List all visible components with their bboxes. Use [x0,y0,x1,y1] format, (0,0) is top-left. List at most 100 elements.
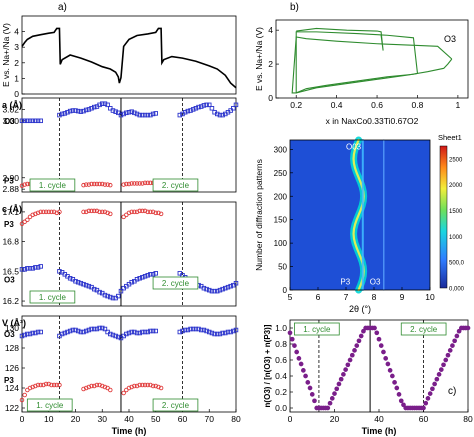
c-param-o3-point-19 [86,283,92,289]
fraction-point-17 [325,405,331,411]
a-param-o3-point-15 [75,108,81,114]
volume-o3-point-28 [110,332,116,338]
fraction-point-68 [438,367,444,372]
panel-label-c: c) [448,386,456,397]
a-param-p3-point-15 [81,182,86,188]
c-param-o3-point-15 [75,279,81,285]
volume-o3-point-44 [153,328,158,334]
profile-ytick-label-2: 4 [268,25,273,35]
a-param-o3-point-55 [204,102,209,108]
profile-curve-1 [295,31,419,94]
c-param-o3-point-31 [118,288,124,294]
a-param-o3-point-38 [137,112,142,118]
volume-o3-point-58 [212,331,217,337]
fraction-point-9 [307,385,313,391]
fraction-point-64 [430,386,435,392]
fraction-point-33 [361,328,366,334]
fraction-point-11 [312,398,317,404]
a-param-o3-point-61 [220,112,225,118]
colorbar-tick-label-0: 0,000 [449,287,465,293]
c-param-o3-point-41 [145,273,150,278]
volume-o3-point-29 [113,333,118,339]
c-param-o3-point-6 [35,265,41,270]
volume-p3-point-25 [108,387,113,393]
c-param-p3-point-30 [132,209,137,215]
fraction-cycle1-box [294,322,340,336]
volume-xtick-label-3: 30 [98,414,108,424]
volume-p3-point-9 [43,381,49,387]
c-param-o3-point-21 [91,286,97,292]
c-param-o3-point-16 [78,280,84,286]
c-param-p3-point-18 [89,208,94,214]
c-param-p3-point-38 [153,210,158,216]
c-param-o3-point-60 [217,287,223,293]
a-param-o3-point-29 [113,109,118,114]
volume-p3-point-12 [51,382,57,388]
colorbar-tick-label-4: 2000 [449,183,463,189]
c-param-o3-point-8 [57,269,62,274]
heatmap-frame [289,139,431,291]
volume-p3-point-10 [46,381,52,387]
fraction-cycle2: 2. cycle [410,325,438,334]
volume-o3-point-6 [35,329,41,335]
volume-o3-point-51 [193,326,199,332]
c-param-p3-point-37 [150,209,156,215]
fraction-point-21 [334,386,340,392]
fraction-point-29 [352,348,357,353]
c-param-p3-point-29 [129,209,134,215]
fraction-point-60 [421,405,426,411]
volume-o3-point-48 [185,327,191,333]
c-param-p3-point-36 [148,209,153,215]
fraction-point-10 [309,392,315,397]
a-param-o3-point-54 [201,103,207,108]
fraction-cycle2-box [400,322,447,336]
volume-o3-point-15 [75,328,81,334]
fraction-ytick-label-3: 0.6 [275,355,287,365]
volume-o3-point-42 [148,328,153,334]
fraction-point-75 [454,333,460,339]
volume-o3-point-4 [30,330,35,336]
fraction-cycle1: 1. cycle [303,325,331,334]
volume-p3-point-5 [33,383,38,389]
heatmap-ytick-label-4: 200 [274,192,288,201]
c-param-cycle1: 1. cycle [39,293,67,302]
volume-o3-point-27 [108,331,113,337]
fraction-point-39 [374,330,380,336]
a-param-o3-point-10 [62,111,68,116]
a-param-o3-point-52 [196,104,201,110]
fraction-point-27 [347,357,353,363]
c-param-o3-point-56 [206,287,212,293]
a-param-o3-point-9 [59,111,65,117]
c-param-o3-point-23 [97,289,102,295]
c-param-p3-point-24 [105,210,110,216]
c-param-ytick-label-0: 16.2 [2,296,19,306]
volume-cycle2: 2. cycle [162,401,190,410]
profile-xtick-label-1: 0.4 [331,100,343,110]
volume-o3-point-30 [116,334,121,340]
a-param-o3-point-49 [188,108,193,113]
fraction-point-18 [327,400,333,406]
heatmap-ytick-label-3: 150 [274,216,288,225]
fraction-ytick-label-5: 1.0 [275,323,287,333]
a-param-o3-point-56 [206,102,212,108]
a-param-p3-point-2 [25,181,30,187]
volume-p3-point-23 [102,384,108,390]
profile-xtick-label-2: 0.6 [371,100,383,110]
c-param-o3-point-0 [19,267,25,272]
a-param-o3-point-57 [209,106,215,111]
fraction-point-25 [343,367,348,372]
volume-o3-point-35 [129,329,134,335]
a-param-o3-point-35 [129,109,134,114]
a-param-p3-point-33 [140,181,145,186]
volume-o3-point-38 [137,330,142,336]
a-param-cycle1-box [29,178,76,192]
c-param-p3-point-9 [43,209,49,215]
fraction-point-63 [427,391,433,396]
c-param-o3-point-54 [201,285,207,291]
fraction-point-30 [354,343,360,348]
volume-o3-point-12 [67,328,73,334]
a-param-p3-point-25 [108,182,113,188]
volume-o3-point-40 [142,329,148,335]
volume-xtick-label-7: 70 [205,414,215,424]
a-param-o3-point-41 [145,112,150,118]
